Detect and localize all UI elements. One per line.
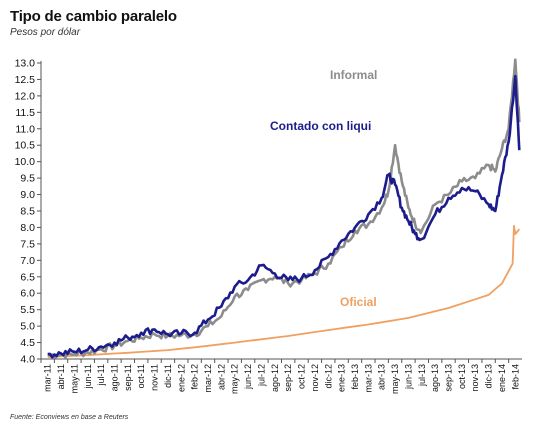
x-tick-label: sep-13	[444, 364, 454, 392]
y-tick-label: 11.5	[15, 107, 35, 119]
y-tick-label: 5.5	[20, 304, 35, 316]
x-tick-label: jul-13	[417, 364, 427, 387]
y-tick-label: 11.0	[15, 123, 35, 135]
x-tick-label: jun-13	[403, 364, 413, 390]
x-tick-label: abr-11	[56, 364, 66, 389]
y-tick-label: 6.5	[20, 271, 35, 283]
x-tick-label: nov-11	[150, 364, 160, 391]
x-tick-label: ago-11	[109, 364, 119, 391]
x-tick-label: jun-11	[83, 364, 93, 389]
x-tick-label: nov-13	[470, 364, 480, 392]
series-contado-line	[47, 74, 521, 359]
y-tick-label: 8.0	[20, 222, 35, 234]
x-tick-label: feb-12	[190, 364, 200, 390]
y-tick-label: 7.5	[20, 238, 35, 250]
x-tick-label: feb-13	[350, 364, 360, 390]
x-tick-label: mar-13	[363, 364, 373, 393]
y-tick-label: 6.0	[20, 288, 35, 300]
y-tick-label: 5.0	[20, 321, 35, 333]
y-tick-label: 9.0	[20, 189, 35, 201]
x-tick-label: mar-12	[203, 364, 213, 393]
x-tick-label: abr-12	[216, 364, 226, 390]
x-tick-label: may-11	[69, 364, 79, 393]
x-tick-label: nov-12	[310, 364, 320, 392]
x-tick-label: may-13	[390, 364, 400, 394]
y-tick-label: 4.0	[20, 354, 35, 366]
y-tick-label: 12.5	[15, 74, 36, 86]
y-tick-label: 9.5	[20, 173, 35, 185]
y-tick-label: 8.5	[20, 206, 35, 218]
x-tick-label: dic-13	[484, 364, 494, 389]
y-tick-label: 4.5	[20, 337, 35, 349]
chart-title: Tipo de cambio paralelo	[10, 8, 177, 25]
x-tick-label: abr-13	[377, 364, 387, 390]
x-tick-label: ene-13	[337, 364, 347, 392]
label-oficial: Oficial	[340, 295, 377, 309]
x-tick-label: mar-11	[43, 364, 53, 392]
y-tick-label: 13.0	[15, 58, 36, 70]
y-tick-label: 10.0	[15, 156, 36, 168]
y-tick-label: 10.5	[15, 140, 36, 152]
x-tick-label: jul-12	[256, 364, 266, 387]
x-tick-label: may-12	[230, 364, 240, 394]
x-tick-label: feb-14	[510, 364, 520, 390]
y-tick-label: 12.0	[15, 90, 36, 102]
source-note: Fuente: Econviews en base a Reuters	[10, 414, 129, 421]
x-tick-label: oct-11	[136, 364, 146, 388]
series-informal-line	[47, 58, 521, 359]
series-oficial-line	[47, 224, 520, 358]
x-tick-label: sep-11	[123, 364, 133, 391]
label-informal: Informal	[330, 68, 377, 82]
y-tick-label: 7.0	[20, 255, 35, 267]
x-tick-label: oct-12	[297, 364, 307, 389]
chart-subtitle: Pesos por dólar	[10, 27, 81, 38]
x-tick-label: ene-14	[497, 364, 507, 392]
x-tick-label: ene-12	[176, 364, 186, 392]
x-tick-label: jul-11	[96, 364, 106, 386]
x-tick-label: dic-11	[163, 364, 173, 388]
x-tick-label: oct-13	[457, 364, 467, 389]
x-tick-label: ago-12	[270, 364, 280, 392]
x-tick-label: jun-12	[243, 364, 253, 390]
x-tick-label: ago-13	[430, 364, 440, 392]
label-contado-con-liqui: Contado con liqui	[270, 119, 371, 133]
x-tick-label: sep-12	[283, 364, 293, 392]
x-tick-label: dic-12	[323, 364, 333, 389]
